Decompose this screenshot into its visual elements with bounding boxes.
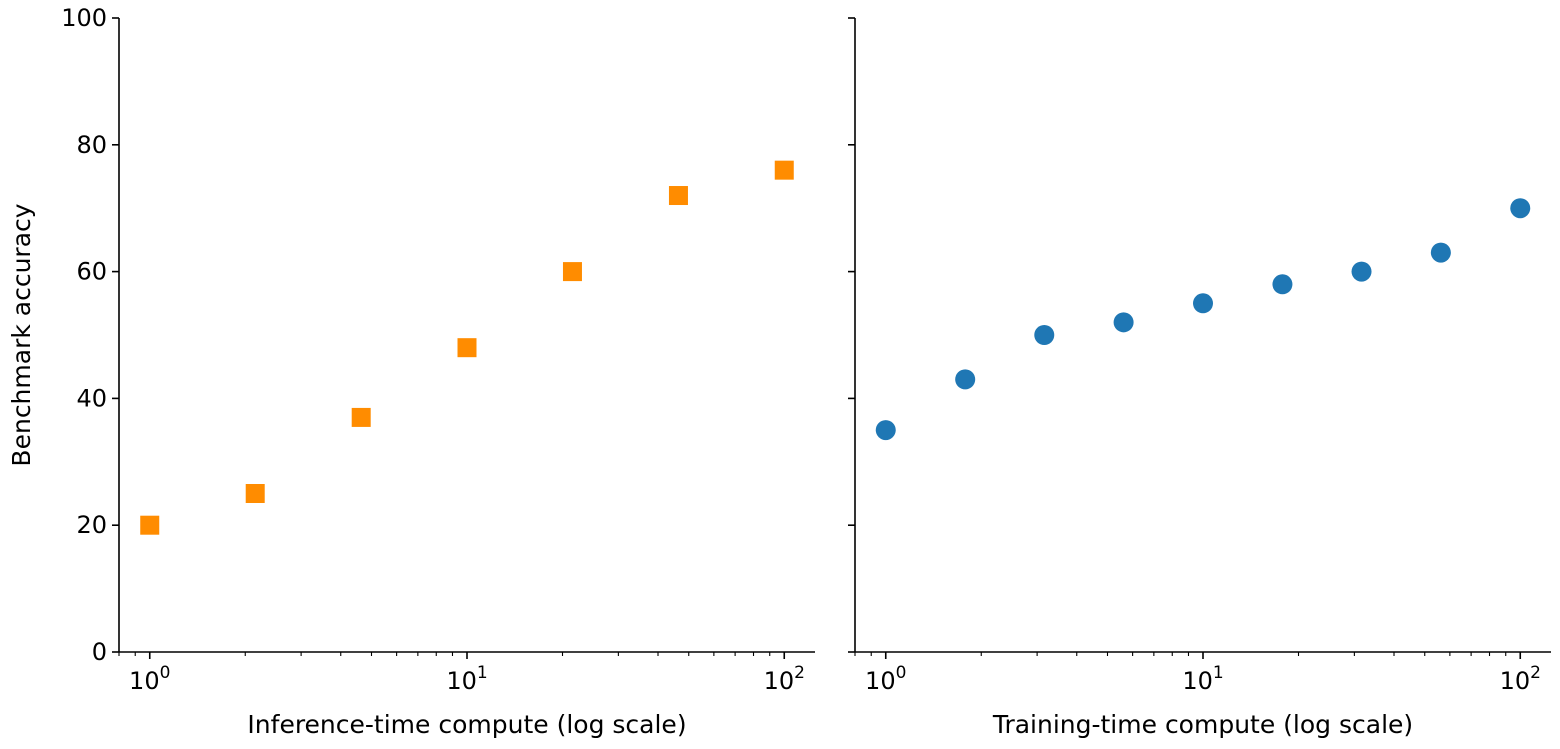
y-tick-label: 60 — [76, 258, 107, 286]
x-axis-label-training: Training-time compute (log scale) — [992, 710, 1413, 739]
data-point-circle — [1034, 325, 1055, 345]
data-point-circle — [1430, 242, 1451, 263]
x-tick-label: 101 — [446, 663, 487, 695]
data-point-circle — [1193, 293, 1213, 314]
x-tick-label: 100 — [129, 663, 170, 695]
data-point-square — [245, 484, 265, 503]
y-tick-label: 40 — [76, 384, 107, 412]
x-tick-label: 101 — [1182, 663, 1223, 695]
data-point-circle — [955, 369, 976, 390]
data-point-circle — [1272, 274, 1293, 295]
data-point-square — [140, 515, 160, 535]
y-tick-label: 20 — [76, 511, 107, 539]
data-point-square — [351, 407, 371, 427]
y-tick-label: 0 — [92, 638, 107, 666]
data-point-circle — [1351, 261, 1372, 282]
data-point-square — [457, 338, 477, 358]
data-point-square — [562, 262, 582, 282]
y-axis-label: Benchmark accuracy — [7, 203, 36, 466]
x-axis-label-inference: Inference-time compute (log scale) — [247, 710, 686, 739]
data-point-circle — [1113, 312, 1134, 333]
y-tick-label: 100 — [61, 4, 107, 32]
data-point-circle — [875, 420, 896, 441]
x-tick-label: 100 — [865, 663, 906, 695]
data-point-square — [774, 160, 794, 180]
right-panel: Training-time compute (log scale) 100 101… — [848, 17, 1551, 739]
data-point-square — [668, 186, 688, 206]
y-tick-label: 80 — [76, 131, 107, 159]
x-tick-label: 102 — [764, 663, 805, 695]
left-panel: Benchmark accuracy Inference-time comput… — [7, 4, 815, 739]
data-point-circle — [1510, 198, 1531, 219]
x-tick-label: 102 — [1500, 663, 1541, 695]
